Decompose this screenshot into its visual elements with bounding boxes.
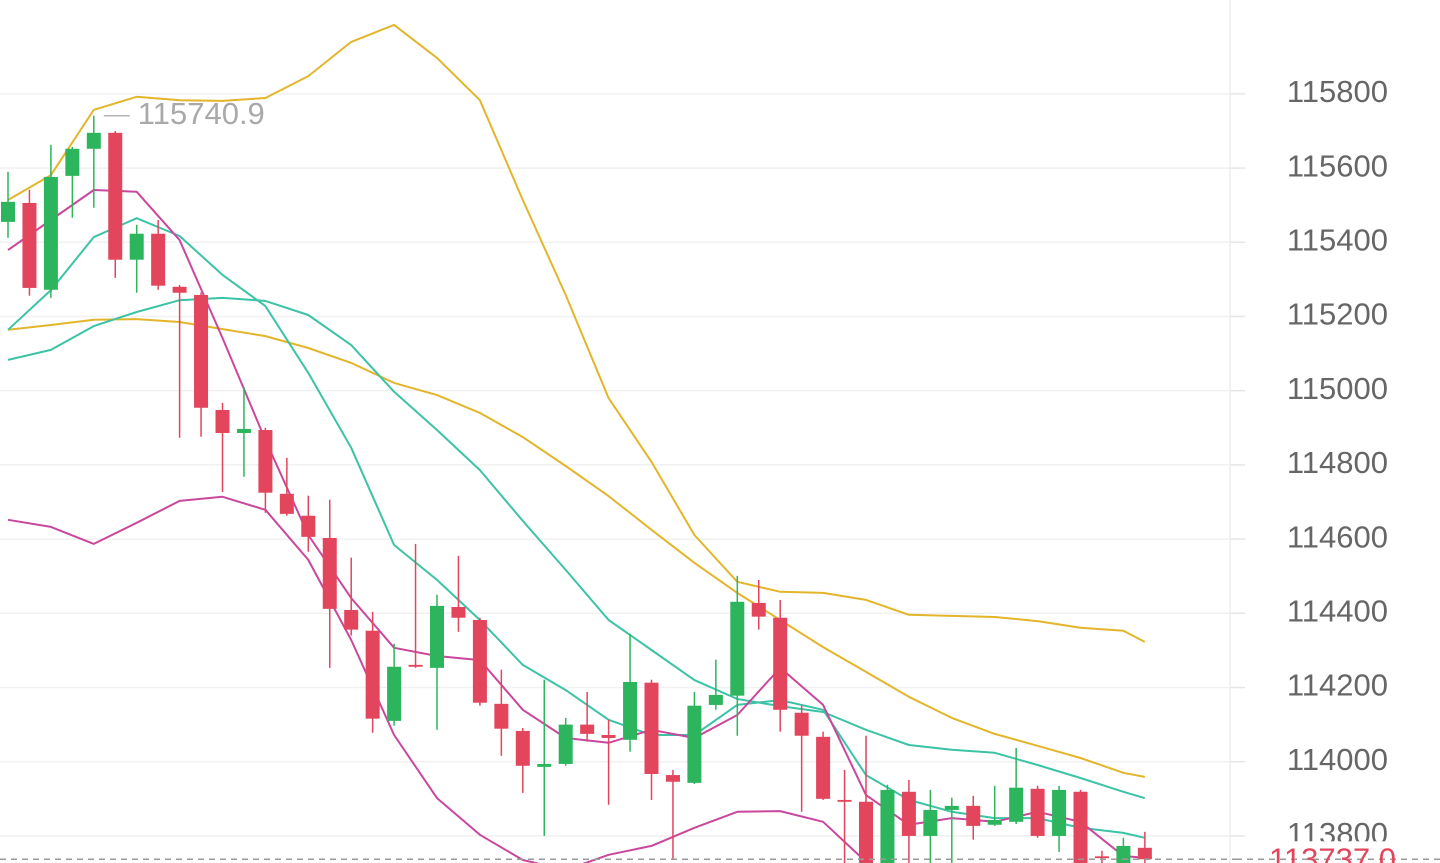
candle-body — [751, 602, 766, 617]
candle-body — [1009, 787, 1024, 822]
candle-body — [430, 605, 444, 668]
candle-body — [344, 609, 359, 630]
candle-body — [665, 775, 680, 782]
last-price-label: 113737.0 — [1269, 841, 1396, 863]
y-tick-label: 114000 — [1287, 742, 1388, 777]
candle-body — [215, 409, 230, 433]
candle-body — [515, 730, 530, 766]
y-tick-label: 115600 — [1287, 148, 1388, 183]
candle-body — [1137, 847, 1152, 860]
candle-body — [108, 132, 123, 260]
candle-body — [129, 233, 144, 260]
candle-body — [1073, 791, 1088, 863]
candle-body — [279, 493, 294, 514]
overlay: 115740.9 113737.0 — [0, 96, 1440, 863]
candle-body — [43, 176, 58, 290]
candle-body — [601, 734, 616, 738]
candle-body — [623, 681, 638, 740]
candle-body — [859, 801, 873, 863]
candle-body — [1, 201, 15, 222]
y-tick-label: 114400 — [1287, 593, 1388, 628]
y-tick-label: 114600 — [1287, 519, 1388, 554]
candle-body — [987, 819, 1002, 825]
candle-body — [472, 619, 487, 703]
candle-body — [773, 617, 788, 710]
y-tick-label: 115000 — [1287, 371, 1388, 406]
candle-body — [880, 789, 895, 863]
y-tick-label: 115800 — [1287, 74, 1388, 109]
candle-body — [387, 666, 402, 721]
y-tick-label: 115200 — [1287, 297, 1388, 332]
candle-body — [794, 712, 809, 736]
axis-labels: 1138001140001142001144001146001148001150… — [1287, 74, 1388, 851]
high-annotation: 115740.9 — [138, 96, 265, 131]
candle-body — [901, 791, 916, 836]
candle-body — [944, 805, 959, 810]
candle-body — [408, 664, 423, 667]
candle-body — [537, 763, 552, 767]
candle-body — [451, 606, 466, 618]
candle-body — [687, 705, 702, 783]
candle-body — [151, 233, 166, 286]
indicator-line — [7, 495, 867, 863]
candle-body — [1116, 845, 1131, 863]
candle-body — [580, 724, 595, 734]
candle-body — [1052, 789, 1067, 836]
candles — [1, 115, 1152, 863]
candle-body — [923, 809, 938, 836]
candle-body — [644, 682, 659, 774]
candle-body — [236, 428, 251, 433]
candle-body — [86, 132, 101, 149]
candle-body — [558, 724, 573, 764]
candle-body — [730, 601, 745, 696]
y-tick-label: 114800 — [1287, 445, 1388, 480]
candle-body — [837, 799, 852, 802]
y-tick-label: 114200 — [1287, 668, 1388, 703]
candle-body — [494, 703, 509, 729]
indicator-line — [7, 23, 1146, 643]
last-price-box — [1236, 841, 1440, 863]
candle-body — [22, 202, 37, 288]
candle-body — [301, 515, 316, 537]
candle-body — [65, 148, 80, 176]
candle-body — [365, 630, 380, 719]
y-tick-label: 115400 — [1287, 222, 1388, 257]
candle-body — [708, 694, 723, 705]
candle-body — [258, 430, 273, 493]
candle-body — [194, 294, 209, 408]
candle-body — [322, 537, 337, 609]
candle-body — [1094, 856, 1109, 859]
candle-body — [172, 286, 187, 293]
candle-body — [966, 805, 981, 826]
candle-body — [1030, 788, 1045, 836]
candle-body — [816, 736, 831, 799]
